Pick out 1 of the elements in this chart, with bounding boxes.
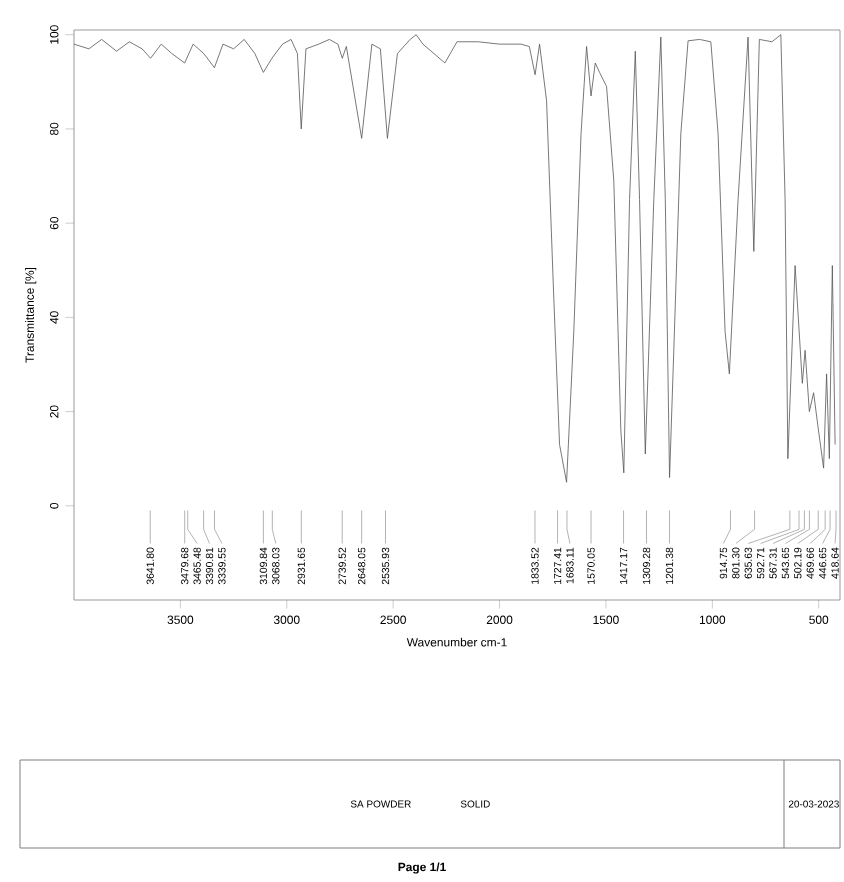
- line-series: [73, 34, 836, 483]
